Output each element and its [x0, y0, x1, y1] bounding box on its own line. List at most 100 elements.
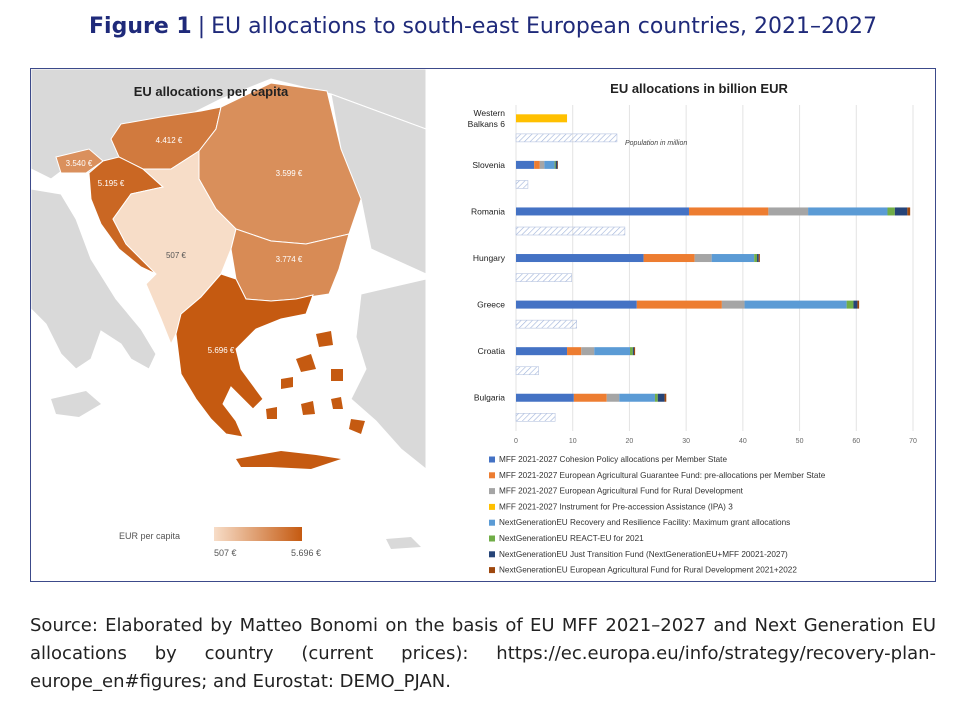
bar-segment	[567, 347, 582, 356]
legend-swatch	[489, 503, 495, 510]
legend-entry: NextGenerationEU REACT-EU for 2021	[499, 534, 644, 543]
x-tick-label: 30	[682, 438, 690, 445]
x-tick-label: 10	[569, 438, 577, 445]
legend-entry: NextGenerationEU Recovery and Resilience…	[499, 518, 790, 527]
bar-segment	[853, 300, 858, 309]
bar-segment	[606, 393, 620, 402]
figure-title-text: EU allocations to south-east European co…	[211, 14, 877, 39]
bar-segment	[516, 347, 568, 356]
map-label-bulgaria: 3.774 €	[276, 255, 303, 264]
country-greece	[175, 273, 314, 438]
legend-entry: MFF 2021-2027 European Agricultural Fund…	[499, 487, 744, 496]
population-note: Population in million	[625, 140, 687, 147]
bar-segment	[632, 347, 634, 356]
x-tick-label: 20	[626, 438, 634, 445]
x-tick-label: 70	[909, 438, 917, 445]
bar-panel-background	[427, 69, 935, 581]
land-turkey	[350, 278, 427, 471]
bar-segment	[754, 254, 758, 263]
figure-frame: EU allocations per capita 4.412 € 3.540 …	[30, 68, 936, 582]
bar-gridlines	[515, 105, 914, 431]
bar-segment	[694, 254, 712, 263]
legend-swatch	[489, 456, 495, 463]
category-label: Hungary	[473, 253, 506, 263]
map-legend: EUR per capita 507 € 5.696 €	[119, 527, 321, 558]
bar-segment	[555, 160, 558, 169]
figure-svg: EU allocations per capita 4.412 € 3.540 …	[31, 69, 935, 581]
x-tick-label: 50	[796, 438, 804, 445]
legend-entry: MFF 2021-2027 Instrument for Pre-accessi…	[499, 502, 733, 511]
island	[301, 401, 315, 415]
island	[266, 407, 277, 419]
map-label-western-balkans: 507 €	[166, 251, 187, 260]
category-label: Slovenia	[472, 160, 505, 170]
bar-segment	[594, 347, 630, 356]
bar-segment	[557, 160, 558, 169]
bar-chart-panel: EU allocations in billion EUR WesternBal…	[427, 69, 935, 581]
bar-segment	[857, 300, 860, 309]
bar-segment	[636, 300, 722, 309]
figure-label: Figure 1	[89, 14, 192, 39]
x-tick-label: 60	[852, 438, 860, 445]
island-crete	[236, 451, 341, 469]
population-bar	[515, 319, 577, 329]
category-label: Romania	[471, 206, 505, 216]
land-crete-neighbours	[386, 537, 421, 549]
bar-chart-title: EU allocations in billion EUR	[610, 81, 788, 96]
island	[316, 331, 333, 347]
map-legend-title: EUR per capita	[119, 531, 180, 541]
legend-entry: MFF 2021-2027 Cohesion Policy allocation…	[499, 455, 727, 464]
legend-swatch	[489, 535, 495, 542]
map-label-hungary: 4.412 €	[156, 136, 183, 145]
bar-segment	[516, 114, 568, 123]
bar-legend: MFF 2021-2027 Cohesion Policy allocation…	[489, 455, 826, 575]
bar-segment	[688, 207, 769, 216]
bar-segment	[808, 207, 888, 216]
legend-swatch	[489, 488, 495, 495]
population-bar	[515, 180, 529, 189]
map-legend-gradient	[214, 527, 302, 541]
island	[281, 377, 293, 389]
island	[296, 354, 316, 372]
legend-entry: MFF 2021-2027 European Agricultural Guar…	[499, 471, 826, 480]
map-legend-min: 507 €	[214, 548, 237, 558]
bar-segment	[516, 393, 574, 402]
population-bar	[515, 226, 626, 236]
map-title: EU allocations per capita	[134, 84, 289, 99]
population-bar	[515, 366, 539, 376]
legend-entry: NextGenerationEU Just Transition Fund (N…	[499, 550, 788, 559]
bar-segment	[758, 254, 760, 263]
bar-segment	[721, 300, 745, 309]
x-tick-label: 0	[514, 438, 518, 445]
bar-segment	[554, 160, 556, 169]
bar-segment	[516, 207, 689, 216]
figure-title: Figure 1 | EU allocations to south-east Eu…	[0, 14, 966, 39]
x-tick-label: 40	[739, 438, 747, 445]
map-label-greece: 5.696 €	[208, 346, 235, 355]
map-label-croatia: 5.195 €	[98, 179, 125, 188]
population-bar	[515, 413, 556, 422]
greek-islands	[236, 331, 365, 469]
bar-segment	[768, 207, 809, 216]
bar-segment	[657, 393, 665, 402]
island	[331, 369, 343, 381]
land-italy	[31, 188, 157, 370]
category-label: Greece	[477, 300, 505, 310]
island	[349, 419, 365, 434]
bar-segment	[539, 160, 545, 169]
legend-swatch	[489, 472, 495, 479]
island	[331, 397, 343, 409]
legend-entry: NextGenerationEU European Agricultural F…	[499, 566, 797, 575]
bar-segment	[887, 207, 895, 216]
bar-segment	[846, 300, 854, 309]
bar-segment	[643, 254, 695, 263]
category-label: Croatia	[478, 346, 506, 356]
bar-segment	[757, 254, 759, 263]
bar-segment	[907, 207, 911, 216]
land-sicily	[51, 391, 101, 417]
legend-swatch	[489, 567, 495, 574]
bar-segment	[516, 160, 535, 169]
bar-segment	[664, 393, 667, 402]
bar-segment	[516, 300, 637, 309]
